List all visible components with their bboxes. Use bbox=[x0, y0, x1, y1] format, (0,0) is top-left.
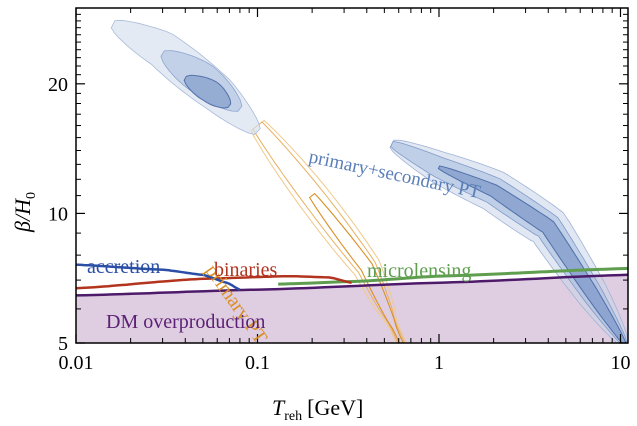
primary-secondary-pt-inner-contour bbox=[437, 165, 627, 343]
microlensing-line bbox=[278, 266, 628, 286]
y-axis-label-main: β/H bbox=[10, 198, 35, 233]
plot-frame bbox=[75, 7, 629, 344]
microlensing-label: microlensing bbox=[367, 260, 471, 282]
y-tick-label: 5 bbox=[58, 333, 68, 355]
early-blue-blob bbox=[110, 19, 261, 135]
accretion-line bbox=[76, 263, 241, 291]
early-blob-inner-contour bbox=[183, 74, 232, 109]
x-tick-label: 0.1 bbox=[245, 352, 270, 374]
primary-pt-middle-contour bbox=[252, 121, 405, 343]
primary-pt-outer-contour bbox=[250, 119, 407, 343]
x-tick-label: 1 bbox=[434, 352, 444, 374]
x-axis-label-unit: [GeV] bbox=[307, 395, 363, 420]
accretion-label: accretion bbox=[87, 256, 160, 278]
y-axis-label-sub: 0 bbox=[24, 192, 39, 199]
binaries-label: binaries bbox=[214, 259, 278, 281]
x-tick-label: 10 bbox=[610, 352, 630, 374]
x-axis-ticks: 0.01 0.1 1 10 bbox=[59, 8, 630, 374]
plot-area bbox=[76, 19, 628, 343]
x-axis-label-main: T bbox=[272, 395, 286, 420]
x-axis-label: Treh [GeV] bbox=[272, 395, 363, 424]
y-axis-ticks: 5 10 20 bbox=[48, 7, 628, 355]
x-tick-label: 0.01 bbox=[59, 352, 94, 374]
primary-secondary-pt-middle-contour bbox=[390, 141, 628, 343]
y-axis-label: β/H0 bbox=[10, 192, 39, 233]
y-tick-label: 10 bbox=[48, 203, 68, 225]
x-axis-label-sub: reh bbox=[284, 409, 302, 424]
dm-overproduction-line bbox=[76, 273, 628, 297]
dm-overproduction-label: DM overproduction bbox=[106, 311, 265, 333]
y-tick-label: 20 bbox=[48, 74, 68, 96]
